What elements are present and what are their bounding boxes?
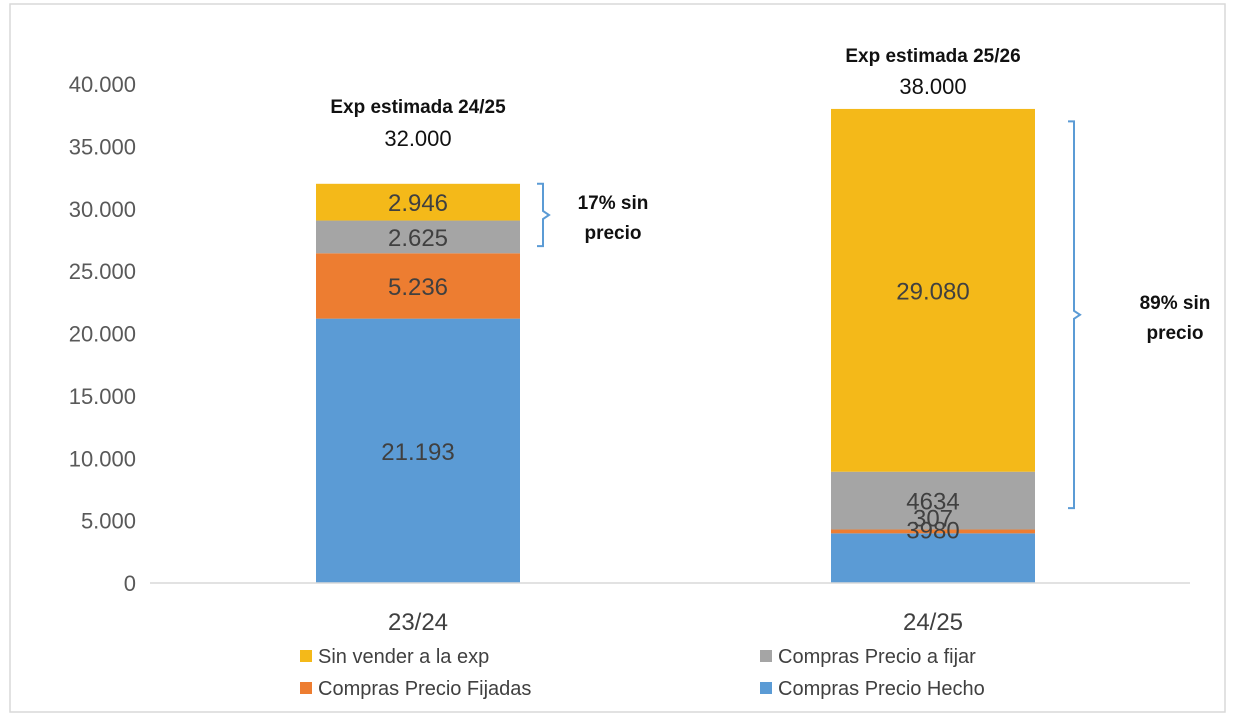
legend-label: Sin vender a la exp (318, 646, 489, 668)
y-tick-label: 0 (124, 571, 136, 596)
legend-label: Compras Precio Hecho (778, 678, 985, 700)
y-tick-label: 25.000 (69, 259, 136, 284)
bracket (537, 182, 551, 248)
total-title: Exp estimada 24/25 (330, 97, 506, 118)
chart-border (9, 3, 1226, 713)
legend-swatch (760, 682, 772, 694)
data-label: 5.236 (388, 274, 448, 301)
bar-segment (316, 183, 520, 221)
legend-swatch (300, 650, 312, 662)
annotation-label: 89% sin (1140, 293, 1211, 314)
bar-segment (831, 471, 1035, 530)
annotation-label: precio (584, 223, 641, 244)
data-label: 2.625 (388, 225, 448, 252)
data-label: 29.080 (896, 278, 969, 305)
annotation-label: 17% sin (578, 193, 649, 214)
y-tick-label: 10.000 (69, 446, 136, 471)
bracket (1068, 120, 1082, 510)
legend-swatch (300, 682, 312, 694)
legend-label: Compras Precio Fijadas (318, 678, 531, 700)
bar-segment (831, 108, 1035, 472)
bar-segment (831, 529, 1035, 534)
bar-segment (316, 253, 520, 319)
y-tick-label: 35.000 (69, 134, 136, 159)
data-label: 21.193 (381, 439, 454, 466)
bar-segment (316, 220, 520, 254)
x-tick-label: 23/24 (388, 609, 448, 636)
y-tick-label: 15.000 (69, 384, 136, 409)
x-tick-label: 24/25 (903, 609, 963, 636)
y-tick-label: 5.000 (81, 509, 136, 534)
annotation-label: precio (1146, 323, 1203, 344)
legend-swatch (760, 650, 772, 662)
data-label: 4634 (906, 489, 959, 516)
total-value: 38.000 (899, 74, 966, 99)
y-tick-label: 40.000 (69, 72, 136, 97)
y-tick-label: 20.000 (69, 322, 136, 347)
total-title: Exp estimada 25/26 (845, 46, 1020, 67)
bar-segment (316, 318, 520, 583)
data-label: 3980 (906, 517, 959, 544)
data-label: 307 (913, 506, 953, 533)
data-label: 2.946 (388, 190, 448, 217)
legend-label: Compras Precio a fijar (778, 646, 976, 668)
bar-segment (831, 533, 1035, 583)
total-value: 32.000 (384, 126, 451, 151)
y-tick-label: 30.000 (69, 197, 136, 222)
